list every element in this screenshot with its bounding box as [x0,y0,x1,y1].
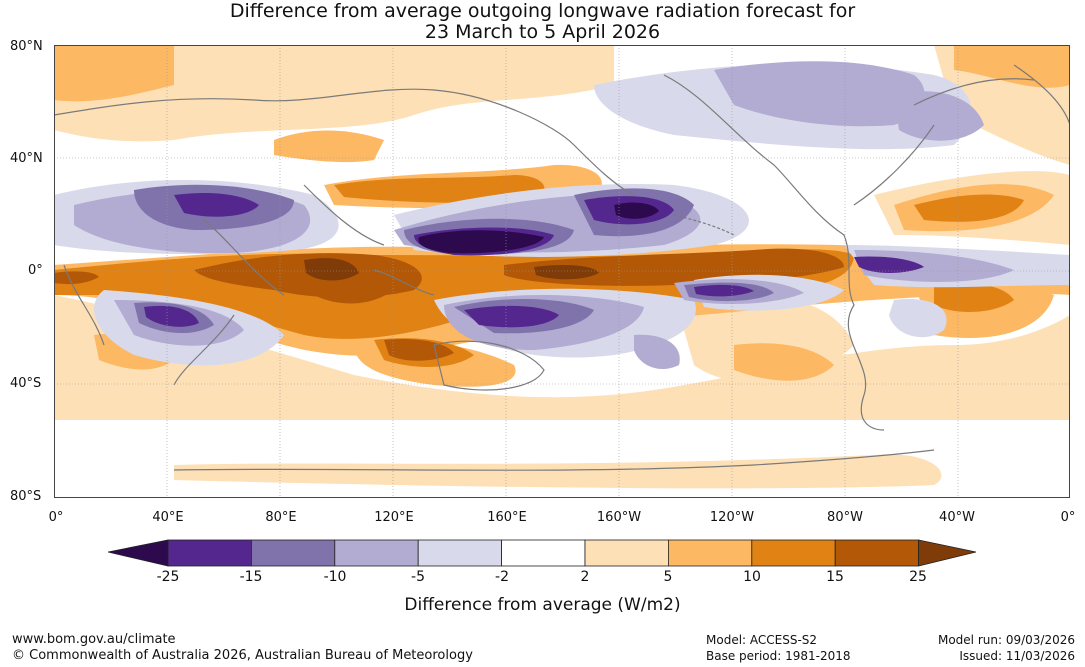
graticule [54,45,1070,498]
lat-label-40s: 40°S [10,376,42,391]
footer-model-run: Model run: 09/03/2026 [937,633,1075,647]
colorbar-bin [584,539,669,567]
colorbar-bin [334,539,419,567]
colorbar [108,539,977,567]
footer-copyright: © Commonwealth of Australia 2026, Austra… [12,648,473,663]
lat-label-40n: 40°N [10,151,43,166]
colorbar-bin [668,539,753,567]
map-title-line2: 23 March to 5 April 2026 [424,21,661,43]
colorbar-tick: 25 [909,569,927,585]
colorbar-tick: -10 [323,569,347,585]
anomaly-deep-purple [418,202,659,254]
lon-label-160w: 160°W [596,510,642,525]
map-frame [54,45,1070,498]
lat-label-80s: 80°S [10,489,42,504]
lon-label-120e: 120°E [374,510,414,525]
colorbar-bin [501,539,586,567]
olr-anomaly-map [54,45,1070,498]
lon-label-0-right: 0° [1060,510,1076,525]
footer-issued: Issued: 11/03/2026 [959,649,1075,663]
colorbar-bin [250,539,336,567]
colorbar-tick: -2 [495,569,509,585]
colorbar-extend-low [108,539,169,567]
lon-label-80w: 80°W [827,510,863,525]
lon-label-0-left: 0° [48,510,64,525]
lon-label-80e: 80°E [265,510,297,525]
colorbar-tick: 5 [663,569,673,585]
anomaly-deep-brown [304,258,599,281]
colorbar-label: Difference from average (W/m2) [404,595,681,615]
colorbar-tick: -5 [411,569,425,585]
footer-base-period: Base period: 1981-2018 [706,649,851,663]
lat-label-80n: 80°N [10,39,43,54]
footer-model: Model: ACCESS-S2 [706,633,818,647]
colorbar-extend-high [918,539,977,567]
colorbar-tick: 2 [580,569,590,585]
lon-label-40e: 40°E [152,510,184,525]
coastlines [54,64,1070,471]
lon-label-120w: 120°W [709,510,755,525]
lon-label-40w: 40°W [939,510,975,525]
colorbar-bin [751,539,836,567]
colorbar-tick: 10 [743,569,761,585]
lat-label-equator: 0° [28,263,43,278]
colorbar-tick: 15 [826,569,844,585]
colorbar-bin [167,539,252,567]
lon-label-160e: 160°E [487,510,527,525]
colorbar-bin [834,539,920,567]
colorbar-tick: -25 [156,569,180,585]
colorbar-bin [417,539,503,567]
map-title-line1: Difference from average outgoing longwav… [229,0,856,22]
footer-url[interactable]: www.bom.gov.au/climate [12,632,176,647]
colorbar-tick: -15 [239,569,263,585]
